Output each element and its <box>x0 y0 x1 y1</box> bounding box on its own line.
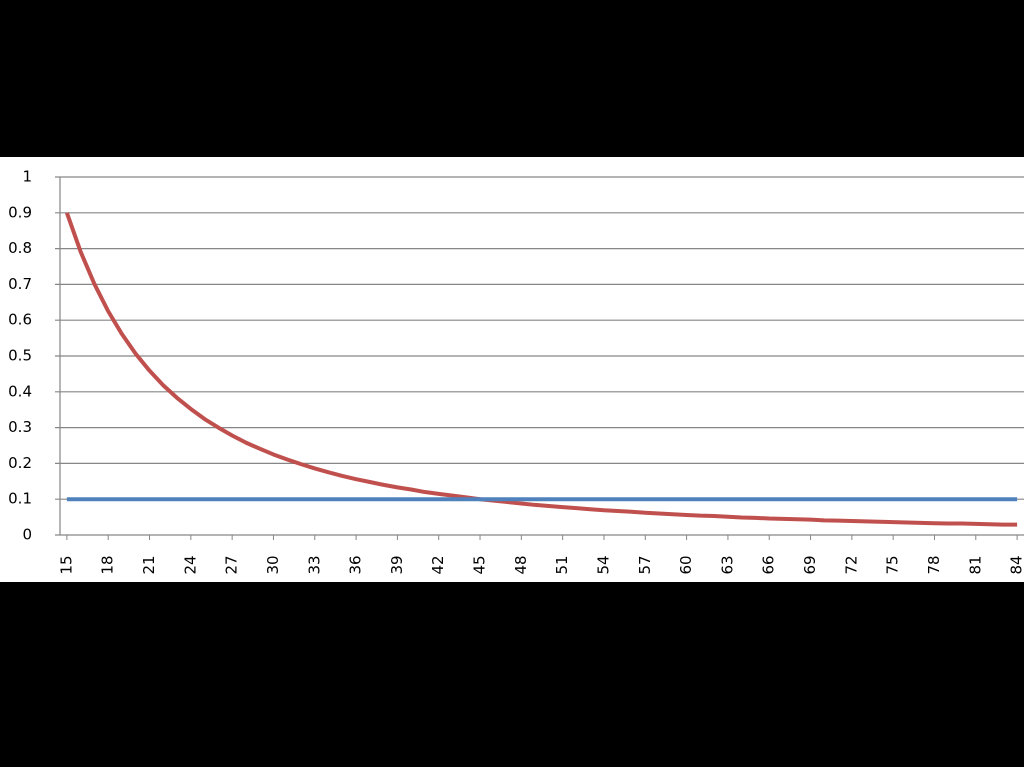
x-tick-label: 21 <box>140 555 158 574</box>
y-tick-label: 0.5 <box>8 347 32 365</box>
x-tick-label: 84 <box>1008 555 1024 574</box>
y-tick-label: 0 <box>22 526 32 544</box>
series-line <box>65 212 1018 527</box>
y-tick-label: 0.2 <box>8 454 32 472</box>
y-tick-label: 0.8 <box>8 239 32 257</box>
y-tick-label: 0.4 <box>8 382 32 400</box>
x-tick-label: 24 <box>181 555 199 574</box>
x-tick-label: 66 <box>760 555 778 574</box>
x-tick-label: 36 <box>347 555 365 574</box>
x-tick-label: 57 <box>636 555 654 574</box>
x-tick-label: 30 <box>264 555 282 574</box>
y-tick-label: 0.1 <box>8 490 32 508</box>
x-tick-label: 15 <box>57 555 75 574</box>
x-tick-label: 45 <box>471 555 489 574</box>
x-tick-label: 72 <box>842 555 860 574</box>
y-tick-label: 1 <box>22 168 32 186</box>
x-tick-label: 60 <box>677 555 695 574</box>
y-tick-label: 0.6 <box>8 311 32 329</box>
x-tick-label: 42 <box>429 555 447 574</box>
x-tick-label: 78 <box>925 555 943 574</box>
y-tick-label: 0.7 <box>8 275 32 293</box>
y-tick-label: 0.9 <box>8 203 32 221</box>
x-tick-label: 63 <box>718 555 736 574</box>
x-tick-label: 54 <box>594 555 612 574</box>
x-tick-label: 27 <box>223 555 241 574</box>
x-tick-label: 81 <box>966 555 984 574</box>
x-tick-label: 69 <box>801 555 819 574</box>
y-tick-label: 0.3 <box>8 418 32 436</box>
x-tick-label: 51 <box>553 555 571 574</box>
x-tick-label: 33 <box>305 555 323 574</box>
x-tick-label: 48 <box>512 555 530 574</box>
x-tick-label: 39 <box>388 555 406 574</box>
x-tick-label: 75 <box>884 555 902 574</box>
chart-area <box>0 157 1024 582</box>
x-tick-label: 18 <box>99 555 117 574</box>
